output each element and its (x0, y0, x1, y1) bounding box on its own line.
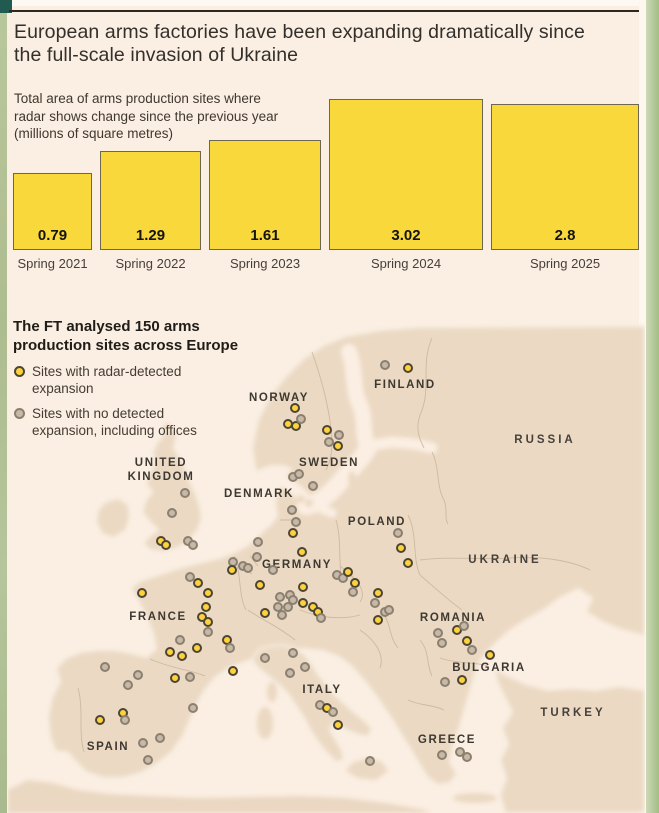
legend-item-label: Sites with radar-detected expansion (32, 364, 182, 396)
title-line-1: European arms factories have been expand… (14, 21, 585, 43)
no-expansion-dot-icon (14, 408, 25, 419)
chart-subtitle-line-2: radar shows change since the previous ye… (14, 108, 279, 124)
page-top-margin (12, 0, 659, 6)
map-legend: The FT analysed 150 arms production site… (13, 318, 248, 439)
page-title: European arms factories have been expand… (14, 21, 629, 67)
bar-category-label: Spring 2023 (229, 256, 301, 271)
bar-value-label: 1.29 (135, 227, 166, 244)
bar-chart: 0.79 Spring 2021 1.29 Spring 2022 1.61 Spring… (0, 0, 659, 300)
legend-item-label: Sites with no detected expansion, includ… (32, 406, 197, 438)
bar-category-label: Spring 2025 (529, 256, 601, 271)
bar-category-label: Spring 2022 (115, 256, 186, 271)
bar-value-label: 1.61 (250, 227, 280, 244)
bar-value-label: 0.79 (37, 227, 68, 244)
corner-accent (0, 0, 12, 13)
bar-category-label: Spring 2021 (17, 256, 88, 271)
bar-value-label: 3.02 (391, 227, 421, 244)
bar-spring-2024: 3.02 (329, 99, 483, 250)
expansion-dot-icon (14, 366, 25, 377)
headline-rule (9, 10, 639, 12)
bar-spring-2023: 1.61 (209, 140, 321, 250)
bar-spring-2021: 0.79 (13, 173, 92, 250)
bar-spring-2022: 1.29 (100, 151, 201, 250)
chart-subtitle-line-3: (millions of square metres) (14, 126, 174, 141)
legend-title: The FT analysed 150 arms production site… (13, 318, 248, 355)
chart-subtitle: Total area of arms production sites wher… (14, 90, 334, 143)
legend-item-expansion: Sites with radar-detected expansion (13, 364, 248, 397)
bar-spring-2025: 2.8 (491, 104, 639, 250)
legend-item-no-expansion: Sites with no detected expansion, includ… (13, 406, 248, 439)
chart-subtitle-line-1: Total area of arms production sites wher… (14, 91, 261, 106)
title-line-2: the full-scale invasion of Ukraine (14, 44, 299, 66)
right-edge-strip (646, 0, 659, 813)
left-edge-strip (0, 0, 7, 813)
legend-title-line-2: production sites across Europe (13, 336, 239, 354)
legend-title-line-1: The FT analysed 150 arms (13, 318, 200, 335)
bar-category-label: Spring 2024 (370, 256, 442, 271)
bar-value-label: 2.8 (554, 227, 576, 244)
europe-map (8, 324, 645, 813)
